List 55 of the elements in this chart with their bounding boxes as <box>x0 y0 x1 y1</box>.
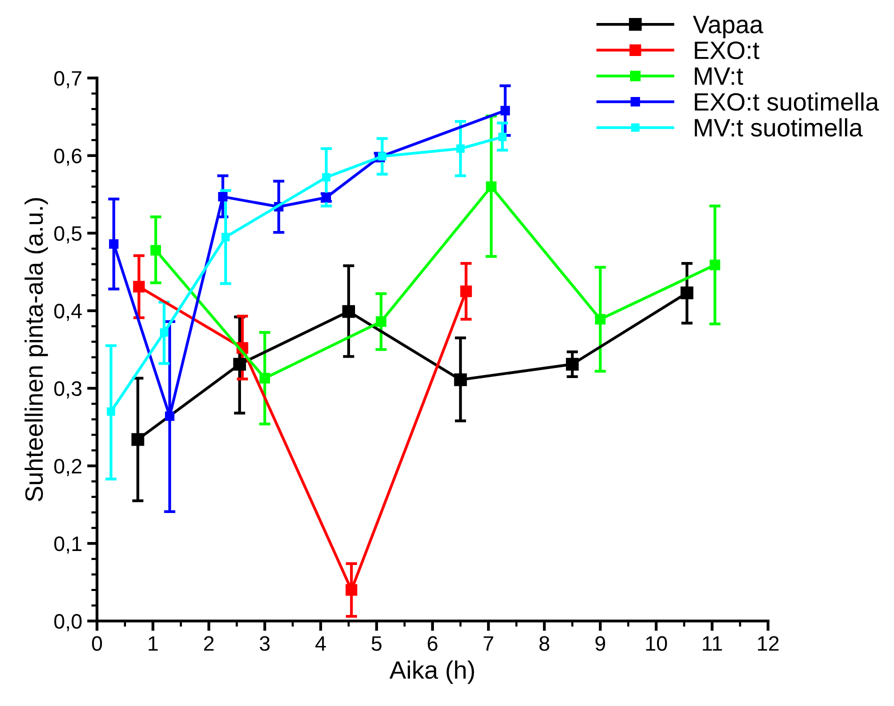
point <box>346 584 358 596</box>
point <box>378 152 386 161</box>
point <box>133 280 145 293</box>
point <box>259 372 270 384</box>
point <box>221 232 230 242</box>
x-tick-label: 7 <box>484 636 494 651</box>
point <box>164 411 174 421</box>
y-tick-label: 0,7 <box>54 71 82 88</box>
x-tick-label: 10 <box>646 636 667 651</box>
x-tick-label: 5 <box>372 636 382 651</box>
x-tick-label: 1 <box>148 636 158 651</box>
point <box>342 305 356 318</box>
x-tick-label: 11 <box>702 636 722 651</box>
legend-label: EXO:t suotimella <box>694 92 880 111</box>
y-tick-label: 0,3 <box>54 381 82 399</box>
point <box>322 192 331 202</box>
point <box>376 316 386 327</box>
point <box>498 132 507 142</box>
legend-label: EXO:t <box>694 41 760 60</box>
point <box>218 192 228 202</box>
x-tick-label: 6 <box>428 636 438 651</box>
point <box>566 358 579 371</box>
point <box>150 244 161 256</box>
point <box>106 407 116 416</box>
y-tick-label: 0,5 <box>54 226 82 244</box>
x-tick-label: 12 <box>758 636 779 651</box>
point <box>710 260 720 270</box>
point <box>160 328 168 337</box>
point <box>322 173 330 182</box>
y-tick-label: 0,4 <box>54 304 82 321</box>
point <box>680 286 694 300</box>
x-tick-label: 4 <box>315 636 326 651</box>
x-tick-label: 3 <box>260 636 270 651</box>
point <box>460 285 472 298</box>
point <box>233 358 246 371</box>
y-axis-title: Suhteellinen pinta-ala (a.u.) <box>24 198 48 502</box>
x-tick-label: 9 <box>595 636 606 651</box>
point <box>109 239 118 249</box>
y-tick-label: 0,2 <box>54 458 82 476</box>
y-tick-label: 0,6 <box>54 148 82 166</box>
point <box>456 144 465 153</box>
point <box>595 314 606 325</box>
point <box>131 433 144 446</box>
y-tick-label: 0,0 <box>54 614 82 632</box>
point <box>500 106 510 116</box>
x-tick-label: 8 <box>539 636 550 651</box>
legend-label: Vapaa <box>692 16 764 38</box>
point <box>454 373 467 386</box>
x-tick-label: 0 <box>92 636 102 651</box>
legend-label: MV:t <box>694 68 744 85</box>
legend-label: MV:t suotimella <box>694 118 863 137</box>
x-axis-title: Aika (h) <box>390 660 474 684</box>
x-tick-label: 2 <box>204 636 214 651</box>
point <box>486 181 497 192</box>
y-tick-label: 0,1 <box>54 536 82 554</box>
